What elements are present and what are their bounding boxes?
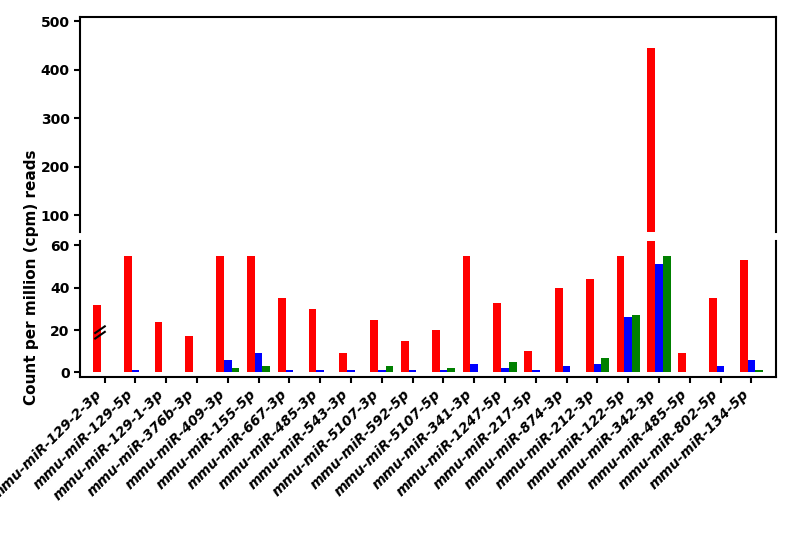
Bar xyxy=(617,256,624,372)
Bar xyxy=(131,371,139,372)
Bar xyxy=(594,364,602,372)
Bar xyxy=(386,366,394,372)
Bar xyxy=(186,336,193,372)
Bar xyxy=(432,254,439,264)
Bar xyxy=(286,371,294,372)
Bar xyxy=(254,259,262,264)
Bar xyxy=(154,252,162,264)
Bar xyxy=(254,353,262,372)
Bar xyxy=(562,366,570,372)
Bar xyxy=(586,243,594,264)
Bar xyxy=(740,260,747,372)
Bar xyxy=(401,341,409,372)
Bar xyxy=(655,239,663,264)
Bar xyxy=(663,256,670,372)
Bar xyxy=(663,237,670,264)
Bar xyxy=(309,309,316,372)
Bar xyxy=(247,237,254,264)
Bar xyxy=(309,249,316,264)
Bar xyxy=(216,237,224,264)
Bar xyxy=(494,248,501,264)
Bar xyxy=(617,237,624,264)
Bar xyxy=(532,371,540,372)
Bar xyxy=(339,353,347,372)
Bar xyxy=(655,264,663,372)
Bar xyxy=(747,261,755,264)
Bar xyxy=(470,262,478,264)
Bar xyxy=(339,259,347,264)
Bar xyxy=(717,366,725,372)
Bar xyxy=(447,368,455,372)
Bar xyxy=(501,263,509,264)
Bar xyxy=(401,257,409,264)
Bar xyxy=(678,353,686,372)
Bar xyxy=(316,371,324,372)
Bar xyxy=(216,256,224,372)
Bar xyxy=(524,351,532,372)
Text: Count per million (cpm) reads: Count per million (cpm) reads xyxy=(25,149,39,405)
Bar xyxy=(386,263,394,264)
Bar xyxy=(509,362,517,372)
Bar xyxy=(370,252,378,264)
Bar xyxy=(709,247,717,264)
Bar xyxy=(624,252,632,264)
Bar xyxy=(278,247,286,264)
Bar xyxy=(709,298,717,372)
Bar xyxy=(555,244,562,264)
Bar xyxy=(562,263,570,264)
Bar xyxy=(247,256,254,372)
Bar xyxy=(378,371,386,372)
Bar xyxy=(740,238,747,264)
Bar xyxy=(678,259,686,264)
Bar xyxy=(124,256,131,372)
Bar xyxy=(409,371,417,372)
Bar xyxy=(432,330,439,372)
Bar xyxy=(93,305,101,372)
Bar xyxy=(501,368,509,372)
Bar xyxy=(755,371,763,372)
Bar xyxy=(224,261,232,264)
Bar xyxy=(586,279,594,372)
Bar xyxy=(154,322,162,372)
Bar xyxy=(717,263,725,264)
Bar xyxy=(647,0,655,372)
Bar xyxy=(262,366,270,372)
Bar xyxy=(186,255,193,264)
Bar xyxy=(470,364,478,372)
Bar xyxy=(747,360,755,372)
Bar xyxy=(632,251,640,264)
Bar xyxy=(632,315,640,372)
Bar xyxy=(93,248,101,264)
Bar xyxy=(439,371,447,372)
Bar xyxy=(602,358,609,372)
Bar xyxy=(347,371,355,372)
Bar xyxy=(462,237,470,264)
Bar xyxy=(278,298,286,372)
Bar xyxy=(262,263,270,264)
Bar xyxy=(124,237,131,264)
Bar xyxy=(370,320,378,372)
Bar xyxy=(602,260,609,264)
Bar xyxy=(494,302,501,372)
Bar xyxy=(647,48,655,264)
Bar xyxy=(524,259,532,264)
Bar xyxy=(594,262,602,264)
Bar xyxy=(232,263,239,264)
Bar xyxy=(462,256,470,372)
Bar xyxy=(224,360,232,372)
Bar xyxy=(624,317,632,372)
Bar xyxy=(232,368,239,372)
Bar xyxy=(447,263,455,264)
Bar xyxy=(555,288,562,372)
Bar xyxy=(509,261,517,264)
